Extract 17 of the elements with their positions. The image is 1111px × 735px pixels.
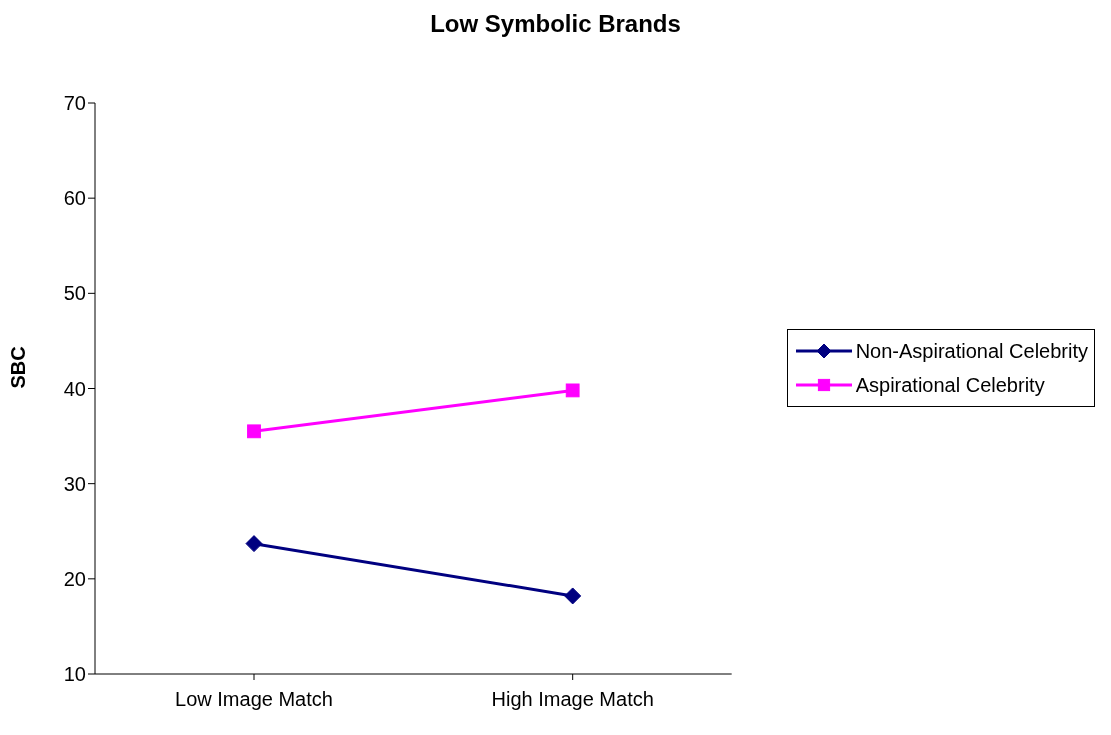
- y-tick-label: 60: [63, 187, 86, 210]
- point: [247, 424, 261, 439]
- chart-title: Low Symbolic Brands: [429, 10, 682, 38]
- y-axis-title: SBC: [7, 346, 30, 389]
- x-tick-label: High Image Match: [491, 688, 654, 711]
- point: [565, 383, 580, 398]
- legend-label: Aspirational Celebrity: [855, 373, 1045, 397]
- y-tick-label: 40: [63, 377, 86, 400]
- y-tick-label: 20: [63, 567, 86, 590]
- point: [564, 587, 582, 605]
- y-tick-label: 30: [63, 472, 86, 495]
- x-tick-label: Low Image Match: [175, 688, 333, 711]
- y-tick-label: 10: [63, 663, 86, 686]
- y-tick-label: 70: [63, 92, 86, 115]
- y-tick-label: 50: [63, 282, 86, 305]
- point: [245, 535, 263, 553]
- legend-label: Non-Aspirational Celebrity: [855, 339, 1088, 363]
